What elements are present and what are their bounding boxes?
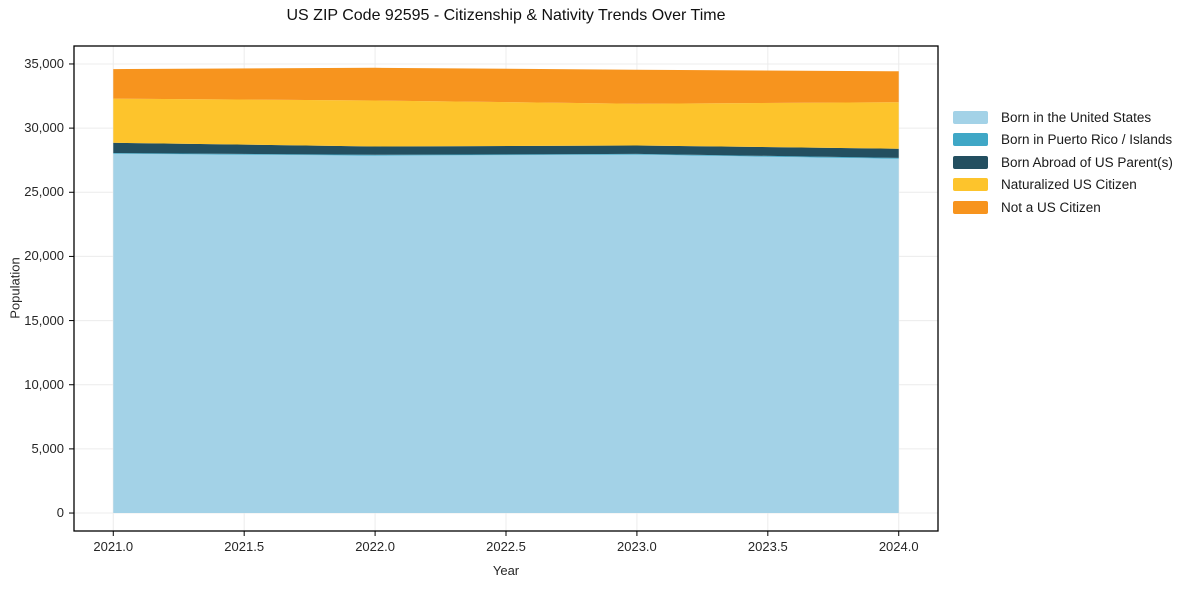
area-series	[113, 153, 899, 514]
legend-swatch	[953, 110, 988, 124]
y-tick-label: 20,000	[24, 248, 64, 264]
legend-label: Naturalized US Citizen	[1001, 177, 1137, 193]
legend-item: Born in the United States	[953, 106, 1173, 129]
y-tick-label: 35,000	[24, 55, 64, 71]
legend-item: Naturalized US Citizen	[953, 174, 1173, 197]
chart-title: US ZIP Code 92595 - Citizenship & Nativi…	[286, 7, 726, 24]
legend-swatch	[953, 155, 988, 169]
area-series	[113, 142, 899, 158]
y-tick-label: 10,000	[24, 376, 64, 392]
legend-item: Born in Puerto Rico / Islands	[953, 129, 1173, 152]
legend-swatch	[953, 200, 988, 214]
x-axis-label: Year	[492, 563, 520, 578]
legend-label: Not a US Citizen	[1001, 199, 1101, 215]
x-tick-label: 2024.0	[878, 539, 919, 554]
y-tick-label: 5,000	[31, 440, 64, 456]
area-series	[113, 67, 899, 104]
y-tick-label: 0	[56, 505, 64, 521]
legend-label: Born in Puerto Rico / Islands	[1001, 132, 1173, 148]
legend: Born in the United States Born in Puerto …	[953, 106, 1173, 219]
x-tick-label: 2022.0	[355, 539, 395, 554]
legend-label: Born Abroad of US Parent(s)	[1001, 154, 1173, 170]
x-tick-label: 2023.5	[747, 539, 788, 554]
legend-swatch	[953, 178, 988, 192]
y-tick-label: 30,000	[24, 120, 64, 136]
y-tick-label: 15,000	[24, 312, 64, 328]
y-tick-label: 25,000	[24, 184, 64, 200]
legend-item: Born Abroad of US Parent(s)	[953, 151, 1173, 174]
x-tick-label: 2022.5	[486, 539, 526, 554]
legend-swatch	[953, 133, 988, 147]
legend-item: Not a US Citizen	[953, 196, 1173, 219]
area-series	[113, 153, 899, 159]
legend-label: Born in the United States	[1001, 109, 1152, 125]
x-tick-label: 2021.5	[224, 539, 265, 554]
x-tick-label: 2021.0	[93, 539, 134, 554]
x-tick-label: 2023.0	[617, 539, 657, 554]
area-series	[113, 98, 899, 149]
